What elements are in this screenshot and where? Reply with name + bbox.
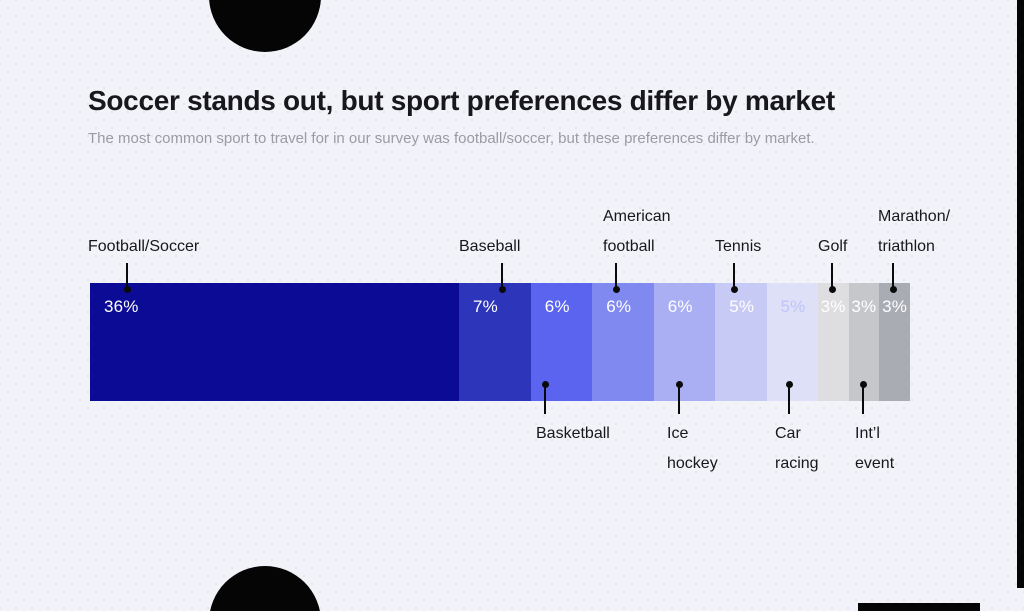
segment-value-label: 5% — [780, 297, 806, 316]
segment-value-label: 7% — [473, 297, 498, 316]
leader-line-int-l-event — [862, 384, 864, 414]
bar-segment-ice-hockey: 6% — [653, 283, 716, 401]
segment-value-label: 3% — [882, 297, 908, 316]
leader-line-basketball — [544, 384, 546, 414]
leader-line-golf — [831, 263, 833, 289]
bar-segment-baseball: 7% — [459, 283, 531, 401]
category-label-car-racing: Car racing — [775, 425, 819, 472]
segment-value-label: 3% — [851, 297, 877, 316]
annotation-dot-football-soccer — [124, 286, 131, 293]
chart-header: Soccer stands out, but sport preferences… — [88, 84, 988, 149]
decor-right-edge-strip — [1017, 0, 1024, 588]
segment-value-label: 3% — [820, 297, 846, 316]
segment-value-label: 6% — [606, 297, 632, 316]
chart-subtitle: The most common sport to travel for in o… — [88, 130, 815, 147]
annotation-dot-american-football — [613, 286, 620, 293]
bar-segment-american-football: 6% — [592, 283, 654, 401]
category-label-baseball: Baseball — [459, 238, 521, 255]
leader-line-american-football — [615, 263, 617, 289]
leader-line-marathon-triathlon — [892, 263, 894, 289]
leader-line-car-racing — [788, 384, 790, 414]
annotation-dot-baseball — [499, 286, 506, 293]
category-label-tennis: Tennis — [715, 238, 762, 255]
bar-segment-golf: 3% — [817, 283, 849, 401]
stacked-bar: 36% 7% 6% 6% 6% 5% 5% 3% 3% 3% — [90, 283, 910, 401]
bar-segment-marathon-triathlon: 3% — [879, 283, 910, 401]
bar-segment-basketball: 6% — [530, 283, 593, 401]
category-label-basketball: Basketball — [536, 425, 610, 442]
segment-value-label: 6% — [544, 297, 570, 316]
annotation-dot-marathon-triathlon — [890, 286, 897, 293]
leader-line-baseball — [501, 263, 503, 289]
segment-value-label: 5% — [729, 297, 755, 316]
bar-segment-football-soccer: 36% — [90, 283, 459, 401]
annotation-dot-tennis — [731, 286, 738, 293]
leader-line-ice-hockey — [678, 384, 680, 414]
leader-line-tennis — [733, 263, 735, 289]
segment-value-label: 6% — [667, 297, 693, 316]
category-label-marathon-triathlon: Marathon/triathlon — [878, 208, 951, 255]
bar-segment-tennis: 5% — [715, 283, 767, 401]
segment-value-label: 36% — [104, 297, 139, 316]
category-label-ice-hockey: Ice hockey — [667, 425, 718, 472]
annotation-dot-golf — [829, 286, 836, 293]
category-label-golf: Golf — [818, 238, 848, 255]
leader-line-football-soccer — [126, 263, 128, 289]
chart-title: Soccer stands out, but sport preferences… — [88, 85, 835, 116]
decor-bottom-edge-strip — [858, 603, 980, 611]
category-label-football-soccer: Football/Soccer — [88, 238, 200, 255]
category-label-int-l-event: Int’l event — [855, 425, 895, 472]
category-label-american-football: American football — [603, 208, 671, 255]
